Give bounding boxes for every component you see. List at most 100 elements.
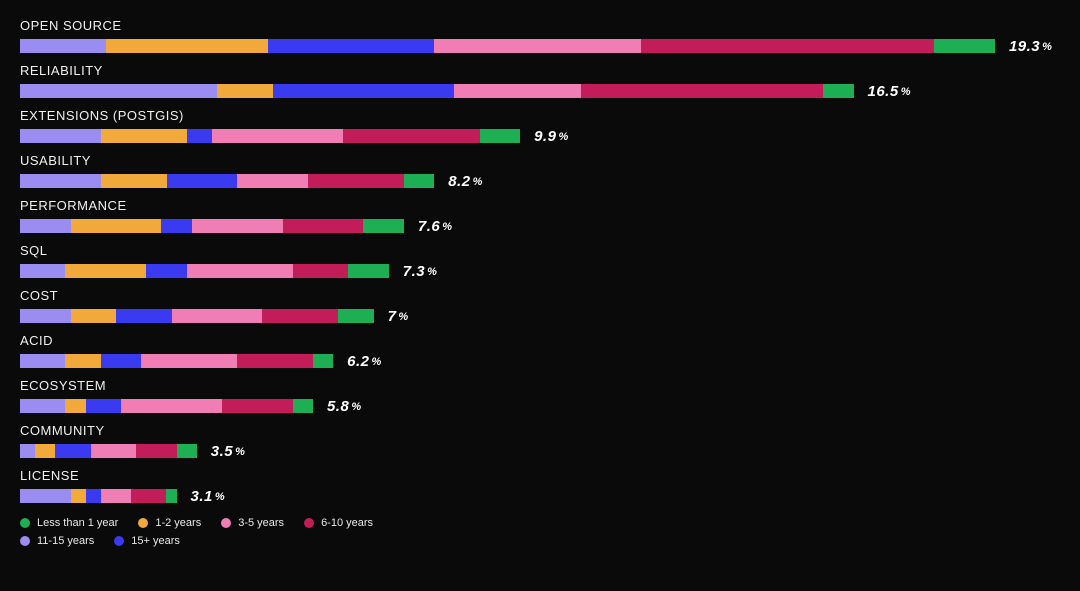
row-label: SQL: [20, 243, 1052, 258]
chart-row: SQL 7.3%: [20, 243, 1052, 280]
bar-segment: [86, 399, 121, 413]
bar-segment: [20, 444, 35, 458]
bar-segment: [293, 264, 349, 278]
bar-segment: [121, 399, 222, 413]
bar-segment: [20, 354, 65, 368]
bar-line: 19.3%: [20, 37, 1052, 55]
chart-row: OPEN SOURCE 19.3%: [20, 18, 1052, 55]
row-percent: 7.6%: [418, 218, 453, 235]
row-percent: 7.3%: [403, 263, 438, 280]
bar-segment: [71, 309, 116, 323]
bar-segment: [101, 129, 187, 143]
bar-segment: [71, 489, 86, 503]
row-percent: 6.2%: [347, 353, 382, 370]
bar-line: 8.2%: [20, 172, 1052, 190]
chart-row: ECOSYSTEM5.8%: [20, 378, 1052, 415]
bar-segment: [268, 39, 435, 53]
bar-segment: [313, 354, 333, 368]
row-percent: 16.5%: [868, 83, 911, 100]
bar-segment: [187, 129, 212, 143]
row-label: USABILITY: [20, 153, 1052, 168]
bar-segment: [934, 39, 995, 53]
legend-item: 1-2 years: [138, 517, 201, 529]
bar-line: 7.3%: [20, 262, 1052, 280]
bar-segment: [212, 129, 343, 143]
bar-segment: [217, 84, 273, 98]
row-label: COMMUNITY: [20, 423, 1052, 438]
bar-segment: [20, 129, 101, 143]
bar-segment: [20, 399, 65, 413]
bar-segment: [237, 174, 308, 188]
row-percent: 7%: [388, 308, 409, 325]
bar-line: 7%: [20, 307, 1052, 325]
legend-label: 1-2 years: [155, 517, 201, 529]
bar-segment: [20, 264, 65, 278]
chart-rows: OPEN SOURCE 19.3% RELIABILITY16.5% EXTENSIO…: [20, 18, 1052, 505]
bar-segment: [55, 444, 90, 458]
bar-line: 6.2%: [20, 352, 1052, 370]
legend-label: 15+ years: [131, 535, 180, 547]
bar-segment: [101, 489, 131, 503]
legend-item: 15+ years: [114, 535, 180, 547]
row-label: OPEN SOURCE: [20, 18, 1052, 33]
bar-segment: [161, 219, 191, 233]
bar-segment: [172, 309, 263, 323]
legend-swatch: [221, 518, 231, 528]
chart-row: USABILITY 8.2%: [20, 153, 1052, 190]
bar-segment: [101, 354, 141, 368]
bar-line: 3.5%: [20, 442, 1052, 460]
bar-segment: [338, 309, 373, 323]
bar-segment: [363, 219, 403, 233]
bar-segment: [65, 354, 100, 368]
bar-segment: [293, 399, 313, 413]
chart-row: RELIABILITY16.5%: [20, 63, 1052, 100]
row-percent: 3.5%: [211, 443, 246, 460]
bar-segment: [20, 39, 106, 53]
stacked-bar: [20, 264, 389, 278]
stacked-bar: [20, 399, 313, 413]
bar-segment: [20, 84, 217, 98]
legend-label: 3-5 years: [238, 517, 284, 529]
bar-segment: [131, 489, 166, 503]
row-label: ACID: [20, 333, 1052, 348]
bar-segment: [91, 444, 136, 458]
legend-swatch: [20, 536, 30, 546]
stacked-bar: [20, 354, 333, 368]
chart-row: EXTENSIONS (POSTGIS)9.9%: [20, 108, 1052, 145]
bar-segment: [641, 39, 934, 53]
bar-segment: [65, 399, 85, 413]
bar-segment: [35, 444, 55, 458]
stacked-bar: [20, 84, 854, 98]
bar-segment: [581, 84, 823, 98]
legend-swatch: [138, 518, 148, 528]
bar-segment: [404, 174, 434, 188]
legend-label: 6-10 years: [321, 517, 373, 529]
row-percent: 9.9%: [534, 128, 569, 145]
row-label: LICENSE: [20, 468, 1052, 483]
bar-line: 7.6%: [20, 217, 1052, 235]
stacked-bar-chart: OPEN SOURCE 19.3% RELIABILITY16.5% EXTENSIO…: [20, 18, 1052, 547]
bar-segment: [273, 84, 455, 98]
chart-row: ACID 6.2%: [20, 333, 1052, 370]
legend-item: Less than 1 year: [20, 517, 118, 529]
legend-swatch: [114, 536, 124, 546]
bar-segment: [167, 174, 238, 188]
legend-label: 11-15 years: [37, 535, 94, 547]
bar-segment: [177, 444, 197, 458]
bar-segment: [283, 219, 364, 233]
bar-segment: [166, 489, 176, 503]
bar-segment: [20, 309, 71, 323]
row-label: COST: [20, 288, 1052, 303]
chart-row: LICENSE 3.1%: [20, 468, 1052, 505]
bar-segment: [71, 219, 162, 233]
bar-segment: [136, 444, 176, 458]
bar-line: 3.1%: [20, 487, 1052, 505]
bar-segment: [237, 354, 313, 368]
chart-row: COMMUNITY 3.5%: [20, 423, 1052, 460]
row-percent: 3.1%: [191, 488, 226, 505]
bar-segment: [116, 309, 172, 323]
stacked-bar: [20, 309, 374, 323]
bar-line: 5.8%: [20, 397, 1052, 415]
bar-segment: [222, 399, 293, 413]
stacked-bar: [20, 444, 197, 458]
